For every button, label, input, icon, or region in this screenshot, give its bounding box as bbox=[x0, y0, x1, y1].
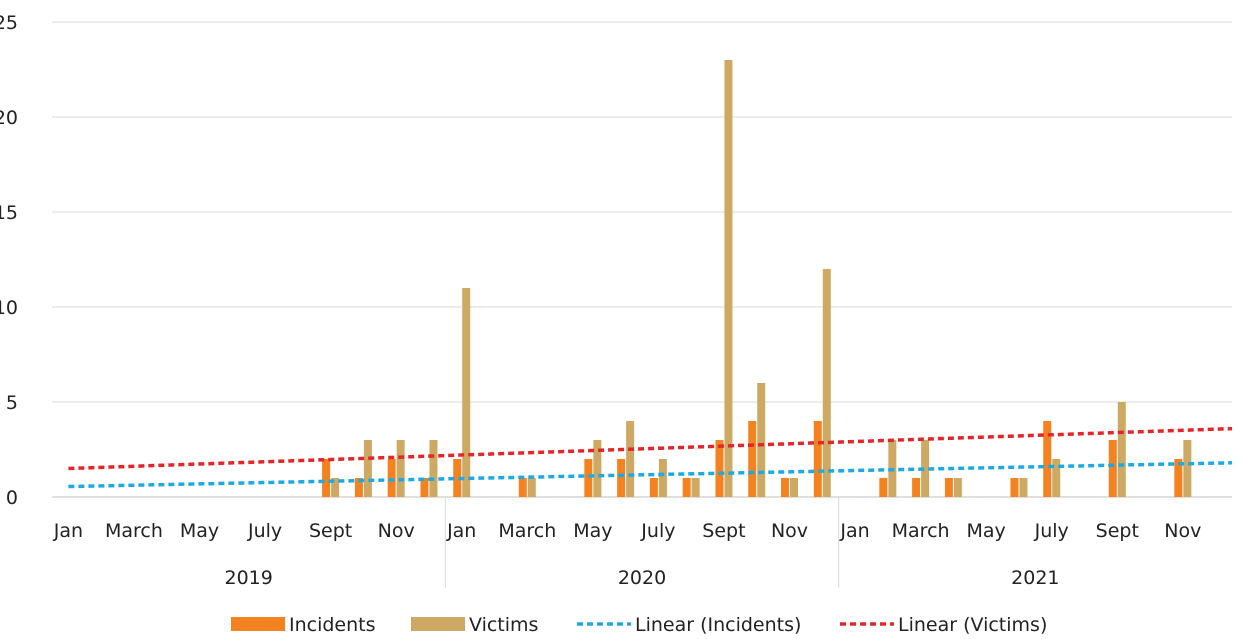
x-tick-label: Jan bbox=[446, 520, 476, 542]
victims-bar bbox=[1183, 440, 1192, 497]
x-tick-label: May bbox=[967, 520, 1006, 542]
legend-label: Victims bbox=[469, 614, 538, 636]
victims-bar bbox=[822, 269, 831, 497]
incidents-bar bbox=[1108, 440, 1117, 497]
incidents-bar bbox=[584, 459, 593, 497]
victims-bar bbox=[1052, 459, 1061, 497]
incidents-bar bbox=[387, 459, 396, 497]
x-tick-label: March bbox=[498, 520, 556, 542]
gridlines bbox=[52, 21, 1232, 498]
incidents-bar bbox=[453, 459, 462, 497]
victims-bar bbox=[626, 421, 635, 497]
linear-victims-trendline bbox=[68, 426, 1233, 471]
legend-label: Linear (Incidents) bbox=[635, 614, 801, 636]
incidents-bar bbox=[912, 478, 921, 497]
y-tick-label: 0 bbox=[6, 487, 18, 509]
victims-bar bbox=[724, 60, 733, 497]
x-tick-label: July bbox=[1034, 520, 1069, 542]
victims-bar bbox=[1117, 402, 1126, 497]
victims-bar bbox=[691, 478, 700, 497]
victims-bar bbox=[953, 478, 962, 497]
incidents-bar bbox=[322, 459, 331, 497]
y-tick-label: 5 bbox=[6, 392, 18, 414]
legend-swatch bbox=[231, 617, 285, 631]
x-tick-label: March bbox=[892, 520, 950, 542]
incidents-bar bbox=[420, 478, 429, 497]
y-tick-label: 10 bbox=[0, 297, 18, 319]
x-axis: Jan March May July Sept Nov 2019 Jan March May Jul… bbox=[53, 497, 1201, 589]
victims-bar bbox=[757, 383, 766, 497]
incidents-bar bbox=[1174, 459, 1183, 497]
x-tick-label: July bbox=[640, 520, 675, 542]
victims-bar bbox=[790, 478, 798, 497]
x-tick-label: July bbox=[247, 520, 282, 542]
victims-bar bbox=[658, 459, 667, 497]
x-tick-label: Nov bbox=[1164, 520, 1201, 542]
x-tick-label: Sept bbox=[1096, 520, 1139, 542]
incidents-bar bbox=[682, 478, 691, 497]
incidents-bar bbox=[748, 421, 757, 497]
linear-incidents-trendline bbox=[68, 461, 1233, 489]
x-tick-label: Nov bbox=[378, 520, 415, 542]
y-axis: 0 5 10 15 20 25 bbox=[0, 12, 18, 509]
incidents-bar bbox=[879, 478, 888, 497]
incidents-bar bbox=[518, 478, 527, 497]
legend: Incidents Victims Linear (Incidents) Linear… bbox=[231, 614, 1047, 636]
victims-bar bbox=[921, 440, 930, 497]
incidents-bar bbox=[944, 478, 953, 497]
x-tick-label: May bbox=[573, 520, 612, 542]
victims-bar bbox=[593, 440, 602, 497]
incidents-bar bbox=[715, 440, 724, 497]
victims-bar bbox=[1019, 478, 1028, 497]
x-tick-label: March bbox=[105, 520, 163, 542]
incidents-bar bbox=[649, 478, 658, 497]
year-label: 2021 bbox=[1011, 567, 1059, 589]
victims-bar bbox=[429, 440, 438, 497]
x-tick-label: Jan bbox=[839, 520, 869, 542]
y-tick-label: 25 bbox=[0, 12, 18, 34]
legend-swatch bbox=[411, 617, 465, 631]
legend-label: Linear (Victims) bbox=[898, 614, 1047, 636]
victims-bar bbox=[331, 478, 340, 497]
incidents-bar bbox=[1010, 478, 1019, 497]
victims-bar bbox=[527, 478, 536, 497]
incidents-bar bbox=[1043, 421, 1052, 497]
legend-label: Incidents bbox=[289, 614, 376, 636]
incidents-bar bbox=[354, 478, 363, 497]
victims-bar bbox=[462, 288, 471, 497]
x-tick-label: Sept bbox=[702, 520, 745, 542]
x-tick-label: Jan bbox=[53, 520, 83, 542]
y-tick-label: 20 bbox=[0, 107, 18, 129]
victims-bar bbox=[363, 440, 372, 497]
year-label: 2020 bbox=[618, 567, 666, 589]
x-tick-label: May bbox=[180, 520, 219, 542]
incidents-bar bbox=[813, 421, 822, 497]
x-tick-label: Sept bbox=[309, 520, 352, 542]
x-tick-label: Nov bbox=[771, 520, 808, 542]
y-tick-label: 15 bbox=[0, 202, 18, 224]
bars bbox=[322, 60, 1192, 497]
trendlines bbox=[68, 426, 1233, 489]
victims-bar bbox=[396, 440, 405, 497]
incidents-bar bbox=[781, 478, 789, 497]
year-label: 2019 bbox=[224, 567, 272, 589]
incidents-bar bbox=[617, 459, 626, 497]
